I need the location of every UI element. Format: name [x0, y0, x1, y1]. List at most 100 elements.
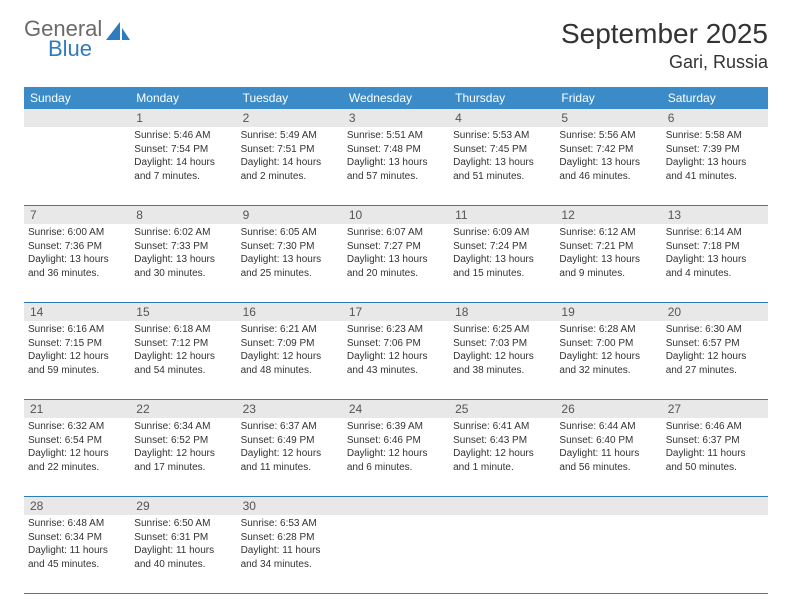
logo-sail-icon — [106, 22, 132, 49]
sunrise-text: Sunrise: 6:53 AM — [241, 517, 339, 531]
sunset-text: Sunset: 7:12 PM — [134, 337, 232, 351]
sunset-text: Sunset: 6:37 PM — [666, 434, 764, 448]
day-cell: Sunrise: 5:49 AMSunset: 7:51 PMDaylight:… — [237, 127, 343, 205]
week-row: Sunrise: 5:46 AMSunset: 7:54 PMDaylight:… — [24, 127, 768, 206]
daylight-text: Daylight: 12 hours and 54 minutes. — [134, 350, 232, 377]
daylight-text: Daylight: 13 hours and 30 minutes. — [134, 253, 232, 280]
sunset-text: Sunset: 7:15 PM — [28, 337, 126, 351]
daylight-text: Daylight: 12 hours and 38 minutes. — [453, 350, 551, 377]
daylight-text: Daylight: 11 hours and 34 minutes. — [241, 544, 339, 571]
logo-line2: Blue — [48, 38, 102, 60]
day-cell: Sunrise: 6:32 AMSunset: 6:54 PMDaylight:… — [24, 418, 130, 496]
sunrise-text: Sunrise: 5:56 AM — [559, 129, 657, 143]
calendar: Sunday Monday Tuesday Wednesday Thursday… — [24, 87, 768, 594]
week-row: Sunrise: 6:48 AMSunset: 6:34 PMDaylight:… — [24, 515, 768, 594]
daylight-text: Daylight: 11 hours and 40 minutes. — [134, 544, 232, 571]
sunrise-text: Sunrise: 6:21 AM — [241, 323, 339, 337]
sunset-text: Sunset: 7:48 PM — [347, 143, 445, 157]
daylight-text: Daylight: 12 hours and 1 minute. — [453, 447, 551, 474]
header: General Blue September 2025 Gari, Russia — [24, 18, 768, 73]
weekday-header: Tuesday — [237, 87, 343, 109]
sunset-text: Sunset: 7:03 PM — [453, 337, 551, 351]
daylight-text: Daylight: 13 hours and 41 minutes. — [666, 156, 764, 183]
day-number: 25 — [449, 400, 555, 418]
day-number — [555, 497, 661, 515]
weekday-header: Wednesday — [343, 87, 449, 109]
day-number: 15 — [130, 303, 236, 321]
day-cell: Sunrise: 6:05 AMSunset: 7:30 PMDaylight:… — [237, 224, 343, 302]
day-cell: Sunrise: 6:00 AMSunset: 7:36 PMDaylight:… — [24, 224, 130, 302]
week-row: Sunrise: 6:00 AMSunset: 7:36 PMDaylight:… — [24, 224, 768, 303]
daylight-text: Daylight: 12 hours and 6 minutes. — [347, 447, 445, 474]
sunset-text: Sunset: 7:18 PM — [666, 240, 764, 254]
sunrise-text: Sunrise: 5:53 AM — [453, 129, 551, 143]
calendar-page: General Blue September 2025 Gari, Russia… — [0, 0, 792, 612]
day-number: 24 — [343, 400, 449, 418]
day-number: 27 — [662, 400, 768, 418]
day-number: 21 — [24, 400, 130, 418]
day-number-row: 78910111213 — [24, 206, 768, 224]
daylight-text: Daylight: 13 hours and 25 minutes. — [241, 253, 339, 280]
day-cell: Sunrise: 6:53 AMSunset: 6:28 PMDaylight:… — [237, 515, 343, 593]
sunset-text: Sunset: 7:45 PM — [453, 143, 551, 157]
day-cell: Sunrise: 6:12 AMSunset: 7:21 PMDaylight:… — [555, 224, 661, 302]
daylight-text: Daylight: 12 hours and 11 minutes. — [241, 447, 339, 474]
sunset-text: Sunset: 7:27 PM — [347, 240, 445, 254]
sunset-text: Sunset: 6:49 PM — [241, 434, 339, 448]
day-number: 14 — [24, 303, 130, 321]
sunrise-text: Sunrise: 6:16 AM — [28, 323, 126, 337]
day-number: 7 — [24, 206, 130, 224]
day-number — [24, 109, 130, 127]
daylight-text: Daylight: 11 hours and 45 minutes. — [28, 544, 126, 571]
sunset-text: Sunset: 6:31 PM — [134, 531, 232, 545]
sunrise-text: Sunrise: 5:46 AM — [134, 129, 232, 143]
day-number: 10 — [343, 206, 449, 224]
daylight-text: Daylight: 12 hours and 27 minutes. — [666, 350, 764, 377]
sunrise-text: Sunrise: 6:32 AM — [28, 420, 126, 434]
weekday-header: Friday — [555, 87, 661, 109]
day-cell — [343, 515, 449, 593]
day-number-row: 282930 — [24, 497, 768, 515]
sunrise-text: Sunrise: 6:44 AM — [559, 420, 657, 434]
day-cell: Sunrise: 6:44 AMSunset: 6:40 PMDaylight:… — [555, 418, 661, 496]
weekday-header: Sunday — [24, 87, 130, 109]
day-cell — [555, 515, 661, 593]
day-cell: Sunrise: 6:37 AMSunset: 6:49 PMDaylight:… — [237, 418, 343, 496]
month-year: September 2025 — [561, 18, 768, 50]
day-cell: Sunrise: 5:56 AMSunset: 7:42 PMDaylight:… — [555, 127, 661, 205]
day-cell: Sunrise: 6:48 AMSunset: 6:34 PMDaylight:… — [24, 515, 130, 593]
day-number-row: 123456 — [24, 109, 768, 127]
day-number: 26 — [555, 400, 661, 418]
day-number: 11 — [449, 206, 555, 224]
day-number: 1 — [130, 109, 236, 127]
weekday-header-row: Sunday Monday Tuesday Wednesday Thursday… — [24, 87, 768, 109]
location: Gari, Russia — [561, 52, 768, 73]
day-number: 5 — [555, 109, 661, 127]
week-row: Sunrise: 6:16 AMSunset: 7:15 PM Daylight:… — [24, 321, 768, 400]
day-number — [343, 497, 449, 515]
day-cell: Sunrise: 6:46 AMSunset: 6:37 PMDaylight:… — [662, 418, 768, 496]
daylight-text: Daylight: 13 hours and 4 minutes. — [666, 253, 764, 280]
day-number: 2 — [237, 109, 343, 127]
sunrise-text: Sunrise: 6:39 AM — [347, 420, 445, 434]
day-cell — [24, 127, 130, 205]
sunset-text: Sunset: 6:28 PM — [241, 531, 339, 545]
day-number: 3 — [343, 109, 449, 127]
sunrise-text: Sunrise: 6:05 AM — [241, 226, 339, 240]
sunrise-text: Sunrise: 5:49 AM — [241, 129, 339, 143]
day-cell: Sunrise: 6:16 AMSunset: 7:15 PMDaylight:… — [24, 321, 130, 399]
daylight-text: Daylight: 12 hours and 48 minutes. — [241, 350, 339, 377]
daylight-text: Daylight: 13 hours and 57 minutes. — [347, 156, 445, 183]
day-cell: Sunrise: 6:18 AMSunset: 7:12 PMDaylight:… — [130, 321, 236, 399]
day-number: 18 — [449, 303, 555, 321]
sunrise-text: Sunrise: 6:25 AM — [453, 323, 551, 337]
sunset-text: Sunset: 7:33 PM — [134, 240, 232, 254]
sunset-text: Sunset: 7:09 PM — [241, 337, 339, 351]
day-cell — [662, 515, 768, 593]
day-cell — [449, 515, 555, 593]
day-number: 30 — [237, 497, 343, 515]
sunset-text: Sunset: 7:21 PM — [559, 240, 657, 254]
day-number: 8 — [130, 206, 236, 224]
daylight-text: Daylight: 14 hours and 2 minutes. — [241, 156, 339, 183]
daylight-text: Daylight: 12 hours and 17 minutes. — [134, 447, 232, 474]
